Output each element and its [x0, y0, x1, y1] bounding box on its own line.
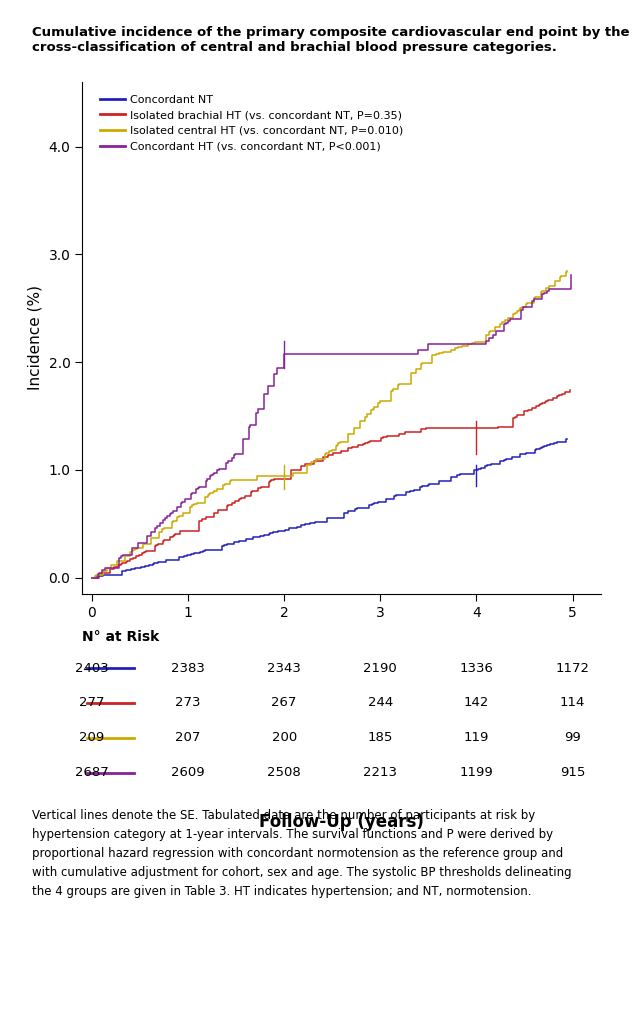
Text: 277: 277 — [79, 696, 104, 710]
Text: 1172: 1172 — [556, 662, 589, 675]
Text: 244: 244 — [368, 696, 393, 710]
Text: 207: 207 — [175, 731, 201, 744]
Text: 2687: 2687 — [75, 766, 109, 779]
Text: 2403: 2403 — [75, 662, 109, 675]
Text: 114: 114 — [560, 696, 585, 710]
Text: 2383: 2383 — [171, 662, 205, 675]
Y-axis label: Incidence (%): Incidence (%) — [28, 286, 43, 390]
Text: 200: 200 — [272, 731, 297, 744]
Text: 267: 267 — [272, 696, 297, 710]
Text: N° at Risk: N° at Risk — [82, 630, 160, 644]
Text: 1336: 1336 — [460, 662, 493, 675]
Text: 2343: 2343 — [267, 662, 301, 675]
Text: Follow-Up (years): Follow-Up (years) — [260, 813, 424, 830]
Text: 273: 273 — [175, 696, 201, 710]
Text: 119: 119 — [464, 731, 489, 744]
Legend: Concordant NT, Isolated brachial HT (vs. concordant NT, P=0.35), Isolated centra: Concordant NT, Isolated brachial HT (vs.… — [98, 92, 406, 154]
Text: Vertical lines denote the SE. Tabulated data are the number of participants at r: Vertical lines denote the SE. Tabulated … — [32, 809, 571, 898]
Text: 2508: 2508 — [267, 766, 301, 779]
Text: 209: 209 — [79, 731, 104, 744]
Text: 142: 142 — [464, 696, 489, 710]
Text: 1199: 1199 — [460, 766, 493, 779]
Text: 99: 99 — [564, 731, 581, 744]
Text: 2213: 2213 — [363, 766, 398, 779]
Text: Cumulative incidence of the primary composite cardiovascular end point by the
cr: Cumulative incidence of the primary comp… — [32, 26, 629, 53]
Text: 185: 185 — [368, 731, 393, 744]
Text: 915: 915 — [560, 766, 585, 779]
Text: 2609: 2609 — [171, 766, 205, 779]
Text: 2190: 2190 — [363, 662, 397, 675]
